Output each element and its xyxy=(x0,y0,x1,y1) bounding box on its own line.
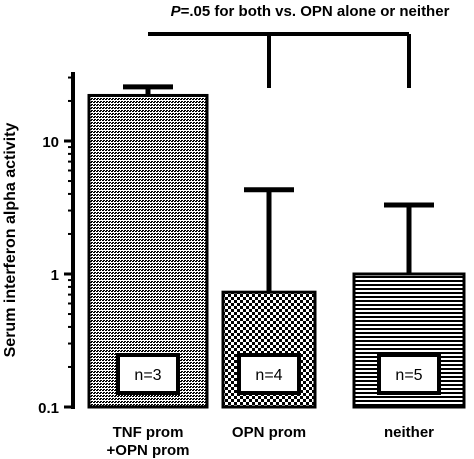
n-label: n=3 xyxy=(134,367,161,384)
x-tick-label: TNF prom xyxy=(113,424,184,441)
annotation-text: =.05 for both vs. OPN alone or neither xyxy=(181,3,450,20)
n-label-box xyxy=(237,353,301,395)
n-label-box xyxy=(377,353,441,395)
annotation: P=.05 for both vs. OPN alone or neither xyxy=(171,3,450,20)
significance-bracket xyxy=(148,32,411,88)
n-label-box xyxy=(116,353,180,395)
x-tick-label: OPN prom xyxy=(232,424,306,441)
y-tick-label: 1 xyxy=(51,267,59,284)
y-axis-label: Serum interferon alpha activity xyxy=(2,123,19,358)
y-tick-label: 10 xyxy=(42,134,59,151)
y-tick-label: 0.1 xyxy=(38,400,59,417)
x-tick-label: neither xyxy=(384,424,434,441)
annotation-p: P xyxy=(171,3,182,20)
n-label: n=5 xyxy=(395,367,422,384)
x-tick-label-line2: +OPN prom xyxy=(107,442,190,459)
n-label: n=4 xyxy=(255,367,282,384)
